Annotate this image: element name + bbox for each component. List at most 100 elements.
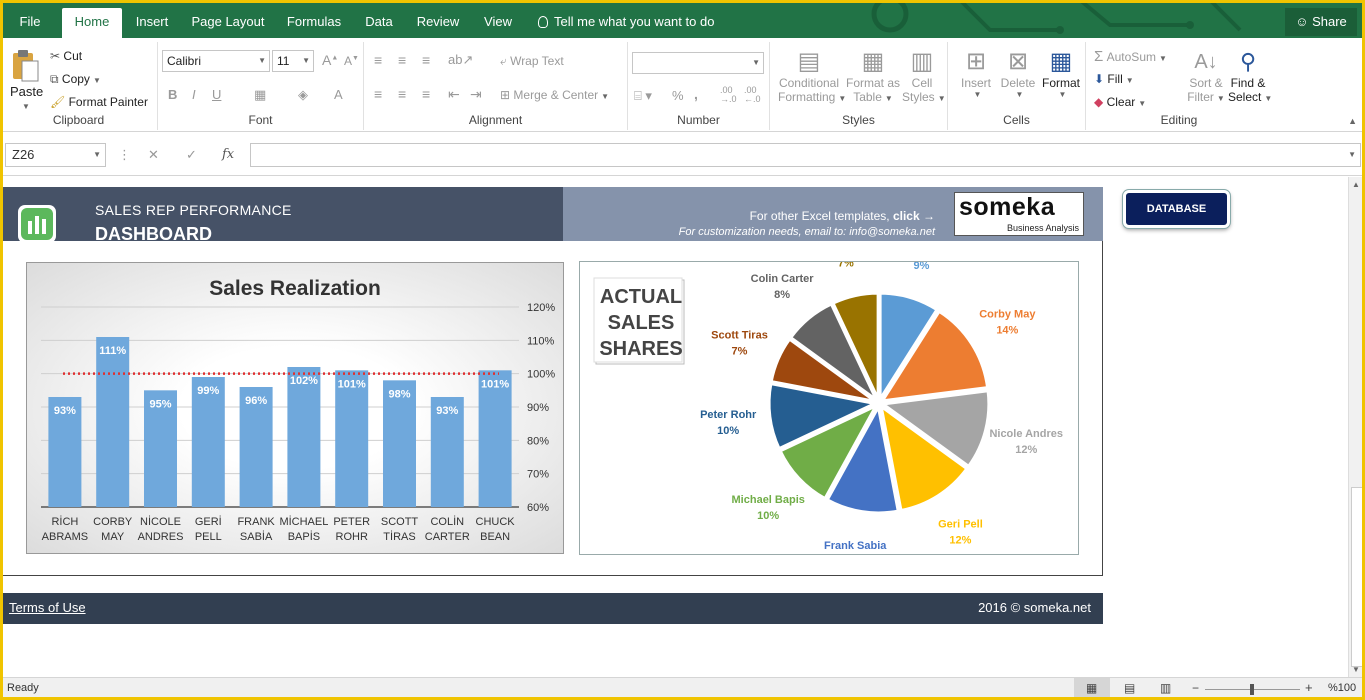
zoom-slider-handle[interactable]: [1250, 684, 1254, 695]
align-left-icon[interactable]: ≡: [374, 86, 383, 102]
autosum-button[interactable]: Σ AutoSum ▼: [1094, 48, 1167, 65]
paste-dropdown-icon[interactable]: ▼: [22, 102, 30, 111]
tab-data[interactable]: Data: [365, 14, 393, 29]
increase-decimal-icon[interactable]: .00 →.0: [720, 85, 737, 104]
name-box[interactable]: Z26 ▼: [5, 143, 106, 167]
insert-label: Insert: [960, 76, 991, 90]
formula-input[interactable]: ▼: [250, 143, 1361, 167]
fill-button[interactable]: ⬇ Fill ▼: [1094, 72, 1134, 86]
orientation-icon[interactable]: ab↗: [448, 52, 474, 67]
conditional-formatting-button[interactable]: ▤ Conditional Formatting ▼: [778, 48, 847, 104]
format-cells-button[interactable]: ▦ Format ▼: [1041, 48, 1080, 99]
align-top-icon[interactable]: ≡: [374, 52, 383, 68]
decrease-indent-icon[interactable]: ⇤: [448, 86, 460, 102]
paste-button[interactable]: Paste: [10, 84, 44, 99]
decrease-font-icon[interactable]: A▼: [344, 54, 359, 68]
find-label: Find &: [1230, 76, 1266, 90]
promo-click-link[interactable]: click →: [892, 209, 935, 223]
category-label: BAPİS: [288, 530, 320, 543]
zoom-out-icon[interactable]: −: [1192, 681, 1200, 695]
worksheet[interactable]: SALES REP PERFORMANCE DASHBOARD For othe…: [0, 177, 1348, 677]
tell-me-box[interactable]: Tell me what you want to do: [538, 8, 714, 36]
align-middle-icon[interactable]: ≡: [398, 52, 407, 68]
category-label: RİCH: [51, 515, 78, 528]
align-right-icon[interactable]: ≡: [422, 86, 431, 102]
percent-button[interactable]: %: [672, 88, 684, 103]
tab-file[interactable]: File: [19, 14, 41, 29]
bold-button[interactable]: B: [168, 87, 178, 102]
table-icon: ▦: [861, 48, 885, 75]
align-center-icon[interactable]: ≡: [398, 86, 407, 102]
ribbon: Paste ▼ ✂ Cut ⧉ Copy ▼ 🖌 Format Painter C…: [0, 38, 1365, 132]
insert-cells-icon: ⊞: [965, 48, 987, 75]
copy-button[interactable]: ⧉ Copy ▼: [50, 72, 101, 86]
increase-indent-icon[interactable]: ⇥: [470, 86, 482, 102]
category-label: CARTER: [425, 531, 470, 543]
increase-font-icon[interactable]: A▲: [322, 52, 339, 68]
clear-label: Clear: [1106, 95, 1136, 109]
formatting-label: Formatting: [778, 90, 836, 104]
scroll-down-icon[interactable]: ▼: [1352, 665, 1360, 674]
scroll-up-icon[interactable]: ▲: [1352, 180, 1360, 189]
cell-styles-button[interactable]: ▥ Cell Styles ▼: [902, 48, 946, 104]
tab-formulas[interactable]: Formulas: [286, 14, 342, 29]
tab-insert[interactable]: Insert: [135, 14, 169, 29]
comma-button[interactable]: ,: [694, 86, 698, 102]
tab-view[interactable]: View: [484, 14, 512, 29]
terms-of-use-link[interactable]: Terms of Use: [9, 600, 86, 615]
vertical-scrollbar[interactable]: ▲ ▼: [1348, 177, 1365, 677]
page-break-view-icon[interactable]: ▥: [1160, 681, 1172, 695]
format-as-label: Format as: [845, 76, 900, 90]
tab-home[interactable]: Home: [62, 8, 122, 38]
format-painter-button[interactable]: 🖌 Format Painter: [50, 95, 148, 109]
number-format-select[interactable]: ▼: [632, 52, 764, 74]
formula-bar: Z26 ▼ ⋮ ✕ ✓ fx ▼: [0, 132, 1365, 176]
zoom-in-icon[interactable]: +: [1305, 680, 1313, 695]
pie-title-line: SHARES: [599, 338, 682, 360]
pie-slice-name: Corby May: [979, 309, 1036, 321]
enter-icon[interactable]: ✓: [186, 147, 197, 162]
category-label: BEAN: [480, 531, 510, 543]
database-button[interactable]: DATABASE: [1123, 190, 1230, 228]
clear-button[interactable]: ◆ Clear ▼: [1094, 95, 1147, 109]
normal-view-button[interactable]: ▦: [1074, 678, 1110, 700]
tab-page-layout[interactable]: Page Layout: [191, 14, 265, 29]
share-button[interactable]: ☺ Share: [1285, 8, 1357, 36]
autosum-label: AutoSum: [1106, 50, 1156, 64]
tell-me-text: Tell me what you want to do: [554, 14, 715, 29]
bar: [287, 367, 321, 507]
italic-button[interactable]: I: [192, 87, 196, 102]
font-color-icon[interactable]: A: [334, 87, 343, 102]
someka-logo-text: someka: [959, 193, 1056, 221]
page-layout-view-icon[interactable]: ▤: [1124, 681, 1136, 695]
find-select-button[interactable]: ⚲ Find & Select ▼: [1228, 49, 1273, 104]
align-bottom-icon[interactable]: ≡: [422, 52, 431, 68]
circuit-decoration: [871, 0, 1242, 34]
borders-icon[interactable]: ▦: [254, 87, 267, 102]
delete-cells-button[interactable]: ⊠ Delete ▼: [998, 48, 1038, 99]
tab-review[interactable]: Review: [416, 14, 460, 29]
zoom-level[interactable]: %100: [1328, 682, 1357, 694]
wrap-text-button[interactable]: ⤶ Wrap Text: [500, 54, 564, 69]
someka-logo[interactable]: someka Business Analysis: [954, 192, 1084, 236]
data-label: 95%: [149, 398, 171, 410]
underline-button[interactable]: U: [212, 87, 222, 102]
decrease-decimal-icon[interactable]: .00 ←.0: [744, 85, 761, 104]
fill-color-icon[interactable]: ◈: [298, 87, 308, 102]
font-size-select[interactable]: 11 ▼: [272, 50, 314, 72]
font-name-select[interactable]: Calibri ▼: [162, 50, 270, 72]
cut-button[interactable]: ✂ Cut: [50, 49, 82, 63]
sort-filter-button[interactable]: A↓ Sort & Filter ▼: [1186, 48, 1226, 104]
collapse-ribbon-icon[interactable]: ▲: [1348, 116, 1357, 126]
table-label: Table: [853, 90, 882, 104]
category-label: GERİ: [195, 515, 222, 528]
dashboard-logo-icon: [18, 205, 56, 243]
cancel-icon[interactable]: ✕: [148, 147, 159, 162]
insert-function-button[interactable]: fx: [222, 147, 235, 162]
merge-center-button[interactable]: ⊞ Merge & Center ▼: [500, 88, 610, 102]
scroll-thumb[interactable]: [1351, 487, 1364, 667]
currency-icon[interactable]: ⌸ ▾: [634, 88, 652, 103]
pie-slice-name: Frank Sabia: [824, 540, 887, 552]
insert-cells-button[interactable]: ⊞ Insert ▼: [956, 48, 996, 99]
format-as-table-button[interactable]: ▦ Format as Table ▼: [845, 48, 900, 104]
